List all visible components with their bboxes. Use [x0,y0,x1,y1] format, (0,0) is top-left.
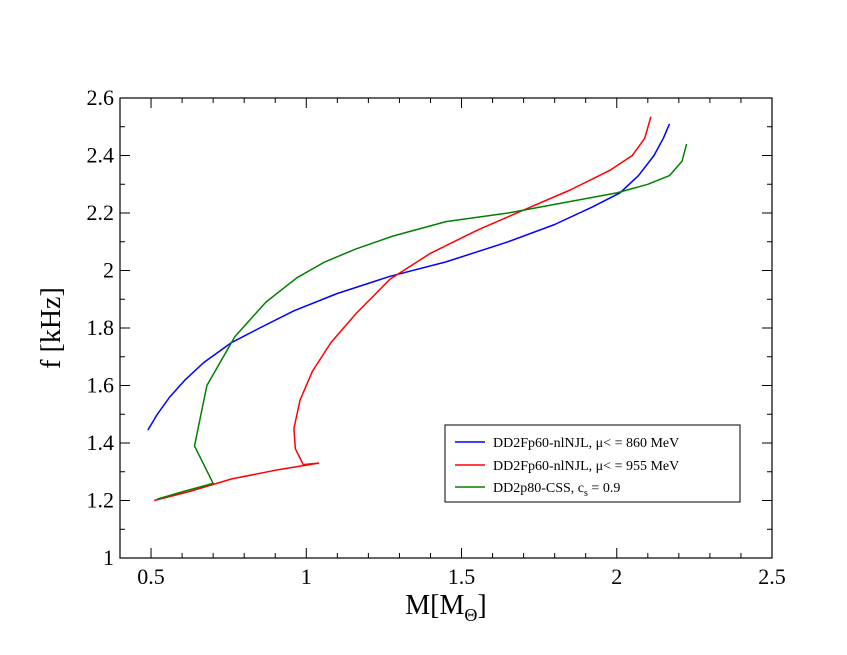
y-tick-label: 2 [103,258,114,283]
series-line-2 [157,143,688,500]
tick-labels: 0.5 1 1.5 2 2.5 1 1.2 1.4 1.6 1.8 2 2.2 2.4 2.6 [87,85,786,589]
legend-label-2: DD2p80-CSS, cs = 0.9 [493,481,620,499]
y-tick-label: 2.2 [87,200,115,225]
legend-box [444,424,741,503]
y-tick-label: 1.2 [87,488,115,513]
legend-label-0: DD2Fp60-nlNJL, μ< = 860 MeV [493,436,679,451]
series-line-0 [147,123,671,431]
x-tick-label: 2 [611,564,622,589]
curves [147,116,688,502]
y-tick-label: 1.4 [87,430,115,455]
x-tick-label: 2.5 [758,564,786,589]
y-axis-title: f [kHz] [36,287,67,369]
ticks [119,97,772,559]
y-tick-label: 1.8 [87,315,115,340]
x-axis-title: M[MΘ] [405,590,486,625]
legend: DD2Fp60-nlNJL, μ< = 860 MeV DD2Fp60-nlNJ… [444,424,741,503]
x-tick-label: 1.5 [448,564,476,589]
y-tick-label: 1.6 [87,373,115,398]
x-tick-label: 1 [301,564,312,589]
series-line-1 [154,116,652,502]
y-tick-label: 1 [103,545,114,570]
y-tick-label: 2.6 [87,85,115,110]
x-tick-label: 0.5 [137,564,165,589]
y-tick-label: 2.4 [87,143,115,168]
legend-label-1: DD2Fp60-nlNJL, μ< = 955 MeV [493,459,679,474]
